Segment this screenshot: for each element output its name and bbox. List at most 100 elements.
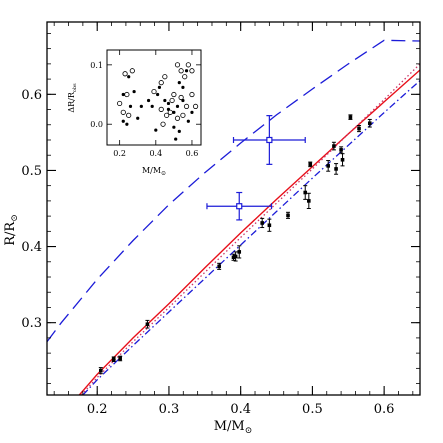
inset-filled-point [132, 89, 136, 94]
inset-x-axis-sun-symbol: ⊙ [161, 170, 166, 177]
data-point [217, 262, 222, 270]
point-marker [340, 157, 345, 162]
inset-x-tick-label: 0.4 [149, 149, 162, 158]
series-line-dotted [80, 63, 420, 395]
point-marker [367, 121, 372, 126]
inset-filled-point [154, 128, 158, 132]
inset-open-point [117, 100, 123, 107]
inset-x-tick-label: 0.2 [113, 149, 126, 158]
inset-y-axis-label-sub: obs [72, 83, 78, 92]
point-marker [286, 213, 290, 218]
inset-x-axis-label: M/M⊙ [142, 166, 166, 177]
inset-filled-point [127, 75, 131, 79]
open-data-point [232, 115, 306, 165]
inset-filled-point [136, 116, 140, 120]
data-point [339, 146, 344, 154]
point-marker [111, 357, 116, 362]
inset-filled-point [190, 110, 194, 114]
inset-open-point [124, 91, 130, 98]
inset-filled-point [157, 85, 162, 90]
point-marker [308, 162, 313, 167]
inset-ticks-layer: 0.2 0.4 0.6 0.0 0.1 [90, 50, 201, 158]
inset-open-point [192, 103, 199, 110]
inset-open-point [151, 88, 157, 95]
data-point [367, 118, 372, 128]
point-marker [237, 250, 242, 254]
inset-background [107, 50, 201, 145]
inset-y-tick-label: 0.0 [90, 120, 103, 129]
data-point [118, 355, 123, 362]
x-tick-label: 0.5 [302, 402, 323, 417]
point-marker [339, 148, 343, 152]
point-marker [307, 199, 311, 203]
open-point-marker [236, 203, 243, 210]
inset-filled-point [177, 81, 181, 85]
inset-open-point [122, 71, 128, 77]
y-axis-sun-symbol: ⊙ [10, 214, 20, 222]
inset-filled-point [163, 98, 167, 103]
main-plot-frame [46, 21, 421, 396]
x-tick-label: 0.4 [230, 402, 251, 417]
inset-filled-point [177, 129, 181, 133]
inset-open-point [183, 103, 190, 110]
point-marker [98, 368, 103, 373]
inset-open-point [162, 74, 168, 80]
inset-filled-point [184, 69, 189, 73]
inset-filled-point [172, 125, 176, 129]
inset-filled-point [139, 104, 143, 109]
point-marker [260, 221, 264, 225]
inset-filled-point [121, 92, 125, 97]
data-point [306, 192, 311, 209]
inset-open-point [160, 121, 166, 127]
inset-open-point [174, 62, 181, 68]
point-marker [118, 356, 122, 361]
data-point [340, 153, 345, 167]
inset-open-point [178, 94, 184, 101]
point-marker [217, 264, 221, 269]
y-tick-label: 0.6 [21, 88, 42, 103]
inset-open-point [169, 97, 175, 104]
inset-open-point [189, 68, 195, 74]
inset-filled-point [121, 119, 125, 123]
inset-filled-point [156, 92, 160, 97]
point-marker [326, 164, 330, 168]
main-series-layer [47, 39, 420, 395]
x-tick-label: 0.2 [87, 402, 108, 417]
inset-filled-point [181, 85, 185, 90]
inset-open-point [178, 68, 184, 74]
inset-x-axis-label-text: M/M [142, 166, 161, 175]
main-ticks-layer: 0.2 0.3 0.4 0.5 0.6 0.3 0.4 0.5 0.6 [21, 22, 420, 417]
inset-points-layer [117, 62, 199, 141]
inset-filled-point [166, 101, 171, 106]
inset-open-point [180, 112, 186, 118]
point-marker [233, 254, 238, 259]
data-point [237, 245, 242, 259]
data-point [286, 211, 291, 219]
y-axis-label: R/R⊙ [3, 214, 20, 246]
inset-open-point [174, 115, 181, 121]
data-point [334, 163, 339, 175]
x-axis-sun-symbol: ⊙ [245, 426, 253, 436]
inset-filled-point [186, 119, 190, 123]
inset-x-tick-label: 0.6 [186, 149, 199, 158]
y-tick-label: 0.4 [21, 240, 42, 255]
series-line-dashed [47, 39, 420, 343]
inset-open-point [158, 106, 164, 112]
data-point [145, 319, 150, 329]
open-point-marker [266, 136, 273, 144]
inset-open-point [120, 109, 126, 115]
x-tick-label: 0.3 [159, 402, 180, 417]
point-marker [334, 167, 338, 171]
y-axis-label-text: R/R [3, 221, 18, 246]
inset-filled-point [174, 137, 178, 141]
y-tick-label: 0.3 [21, 316, 42, 331]
data-point [303, 185, 308, 200]
y-tick-label: 0.5 [21, 164, 42, 179]
data-point [98, 367, 103, 375]
x-axis-label: M/M⊙ [214, 419, 253, 436]
inset-plot-frame [106, 49, 202, 146]
data-point [331, 141, 336, 151]
inset-open-point [164, 112, 170, 118]
point-marker [348, 115, 353, 119]
